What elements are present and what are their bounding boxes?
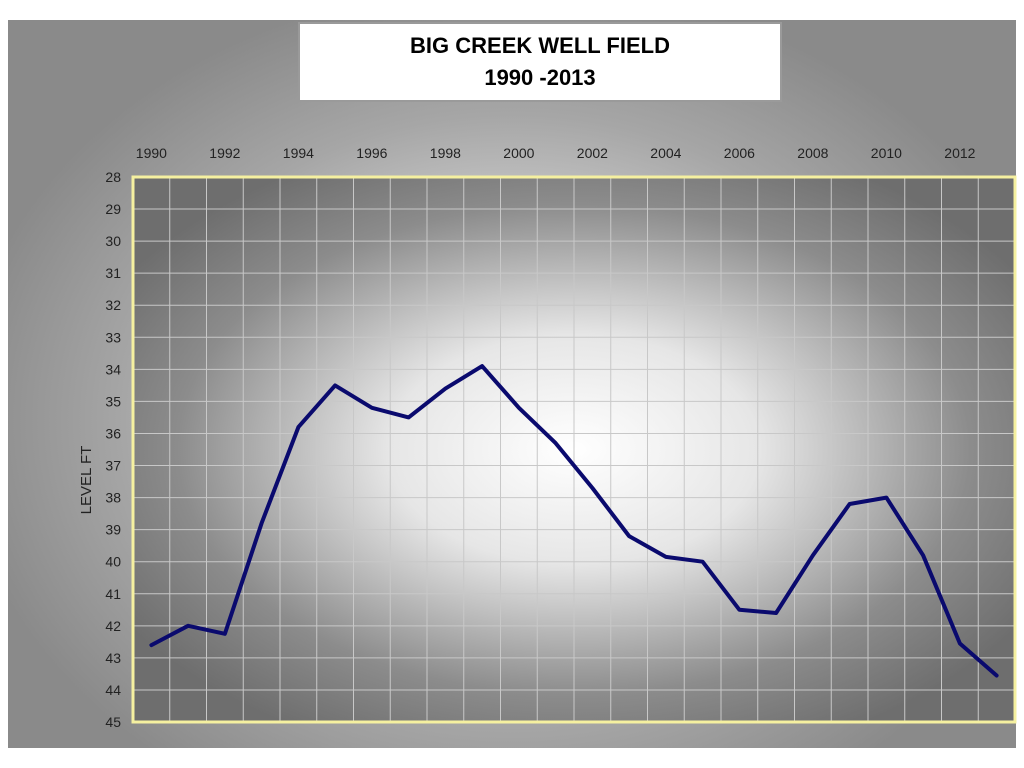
x-tick-label: 2012 — [944, 145, 975, 161]
x-tick-label: 2000 — [503, 145, 534, 161]
y-tick-label: 38 — [105, 490, 121, 506]
y-tick-label: 42 — [105, 618, 121, 634]
y-tick-label: 41 — [105, 586, 121, 602]
x-tick-label: 2004 — [650, 145, 681, 161]
chart-title: BIG CREEK WELL FIELD — [410, 33, 670, 58]
y-tick-label: 33 — [105, 329, 121, 345]
x-axis-ticks: 1990 1992 1994 1996 1998 2000 2002 2004 2006 2008… — [136, 145, 976, 161]
plot-border — [131, 175, 1017, 724]
series-line — [149, 364, 999, 678]
chart-title-box: BIG CREEK WELL FIELD 1990 -2013 — [298, 22, 782, 102]
chart-subtitle: 1990 -2013 — [484, 65, 596, 90]
x-tick-label: 2010 — [871, 145, 902, 161]
x-tick-label: 1992 — [209, 145, 240, 161]
y-axis-ticks: 28 29 30 31 32 33 34 35 36 37 38 39 40 41 42 43 44 45 — [105, 169, 121, 730]
x-tick-label: 1994 — [283, 145, 314, 161]
y-tick-label: 40 — [105, 554, 121, 570]
y-tick-label: 43 — [105, 650, 121, 666]
y-tick-label: 30 — [105, 233, 121, 249]
x-tick-label: 2002 — [577, 145, 608, 161]
y-tick-label: 37 — [105, 458, 121, 474]
y-tick-label: 28 — [105, 169, 121, 185]
y-tick-label: 34 — [105, 361, 121, 377]
y-tick-label: 29 — [105, 201, 121, 217]
x-tick-label: 1990 — [136, 145, 167, 161]
y-tick-label: 44 — [105, 682, 121, 698]
y-tick-label: 32 — [105, 297, 121, 313]
x-tick-label: 2006 — [724, 145, 755, 161]
y-tick-label: 45 — [105, 714, 121, 730]
x-tick-label: 1996 — [356, 145, 387, 161]
grid-lines — [133, 177, 1015, 722]
x-tick-label: 2008 — [797, 145, 828, 161]
y-tick-label: 35 — [105, 393, 121, 409]
y-tick-label: 39 — [105, 522, 121, 538]
y-axis-label: LEVEL FT — [78, 446, 95, 515]
y-tick-label: 36 — [105, 425, 121, 441]
x-tick-label: 1998 — [430, 145, 461, 161]
y-tick-label: 31 — [105, 265, 121, 281]
